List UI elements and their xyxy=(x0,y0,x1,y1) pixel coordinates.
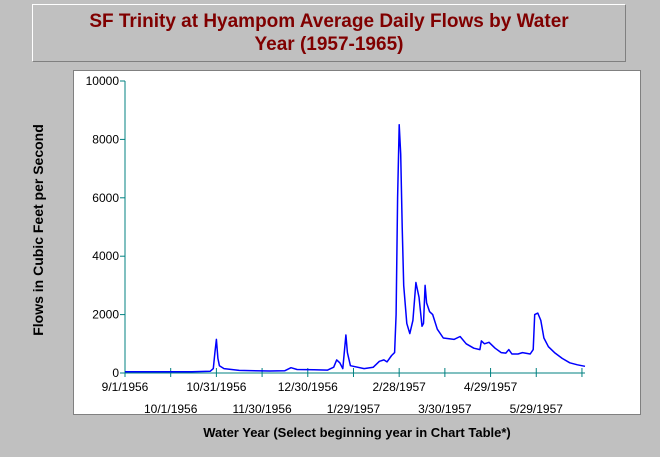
y-tick-label: 10000 xyxy=(86,74,120,88)
x-tick-label: 9/1/1956 xyxy=(102,380,149,394)
x-tick-label: 5/29/1957 xyxy=(510,402,564,414)
y-tick-label: 0 xyxy=(112,366,119,380)
series-line xyxy=(125,124,586,373)
x-tick-label: 10/31/1956 xyxy=(186,380,246,394)
y-tick-label: 8000 xyxy=(92,132,119,146)
y-tick-label: 4000 xyxy=(92,249,119,263)
y-axis-label: Flows in Cubic Feet per Second xyxy=(30,124,46,336)
x-axis-label: Water Year (Select beginning year in Cha… xyxy=(203,425,511,440)
x-tick-label: 12/30/1956 xyxy=(278,380,338,394)
y-tick-label: 6000 xyxy=(92,191,119,205)
x-tick-label: 11/30/1956 xyxy=(233,402,292,414)
y-axis-label-box: Flows in Cubic Feet per Second xyxy=(18,60,58,400)
x-tick-label: 1/29/1957 xyxy=(327,402,381,414)
x-tick-label: 4/29/1957 xyxy=(464,380,518,394)
x-tick-label: 3/30/1957 xyxy=(418,402,472,414)
line-chart: 0 2000 4000 6000 8000 10000 9/1/1956 10/1/1956 1… xyxy=(86,74,586,414)
x-tick-label: 2/28/1957 xyxy=(372,380,426,394)
y-tick-label: 2000 xyxy=(92,308,119,322)
x-tick-label: 10/1/1956 xyxy=(144,402,198,414)
plot-frame: 0 2000 4000 6000 8000 10000 9/1/1956 10/1/1956 1… xyxy=(73,70,641,415)
chart-title-box: SF Trinity at Hyampom Average Daily Flow… xyxy=(32,4,626,62)
chart-title: SF Trinity at Hyampom Average Daily Flow… xyxy=(89,11,569,55)
